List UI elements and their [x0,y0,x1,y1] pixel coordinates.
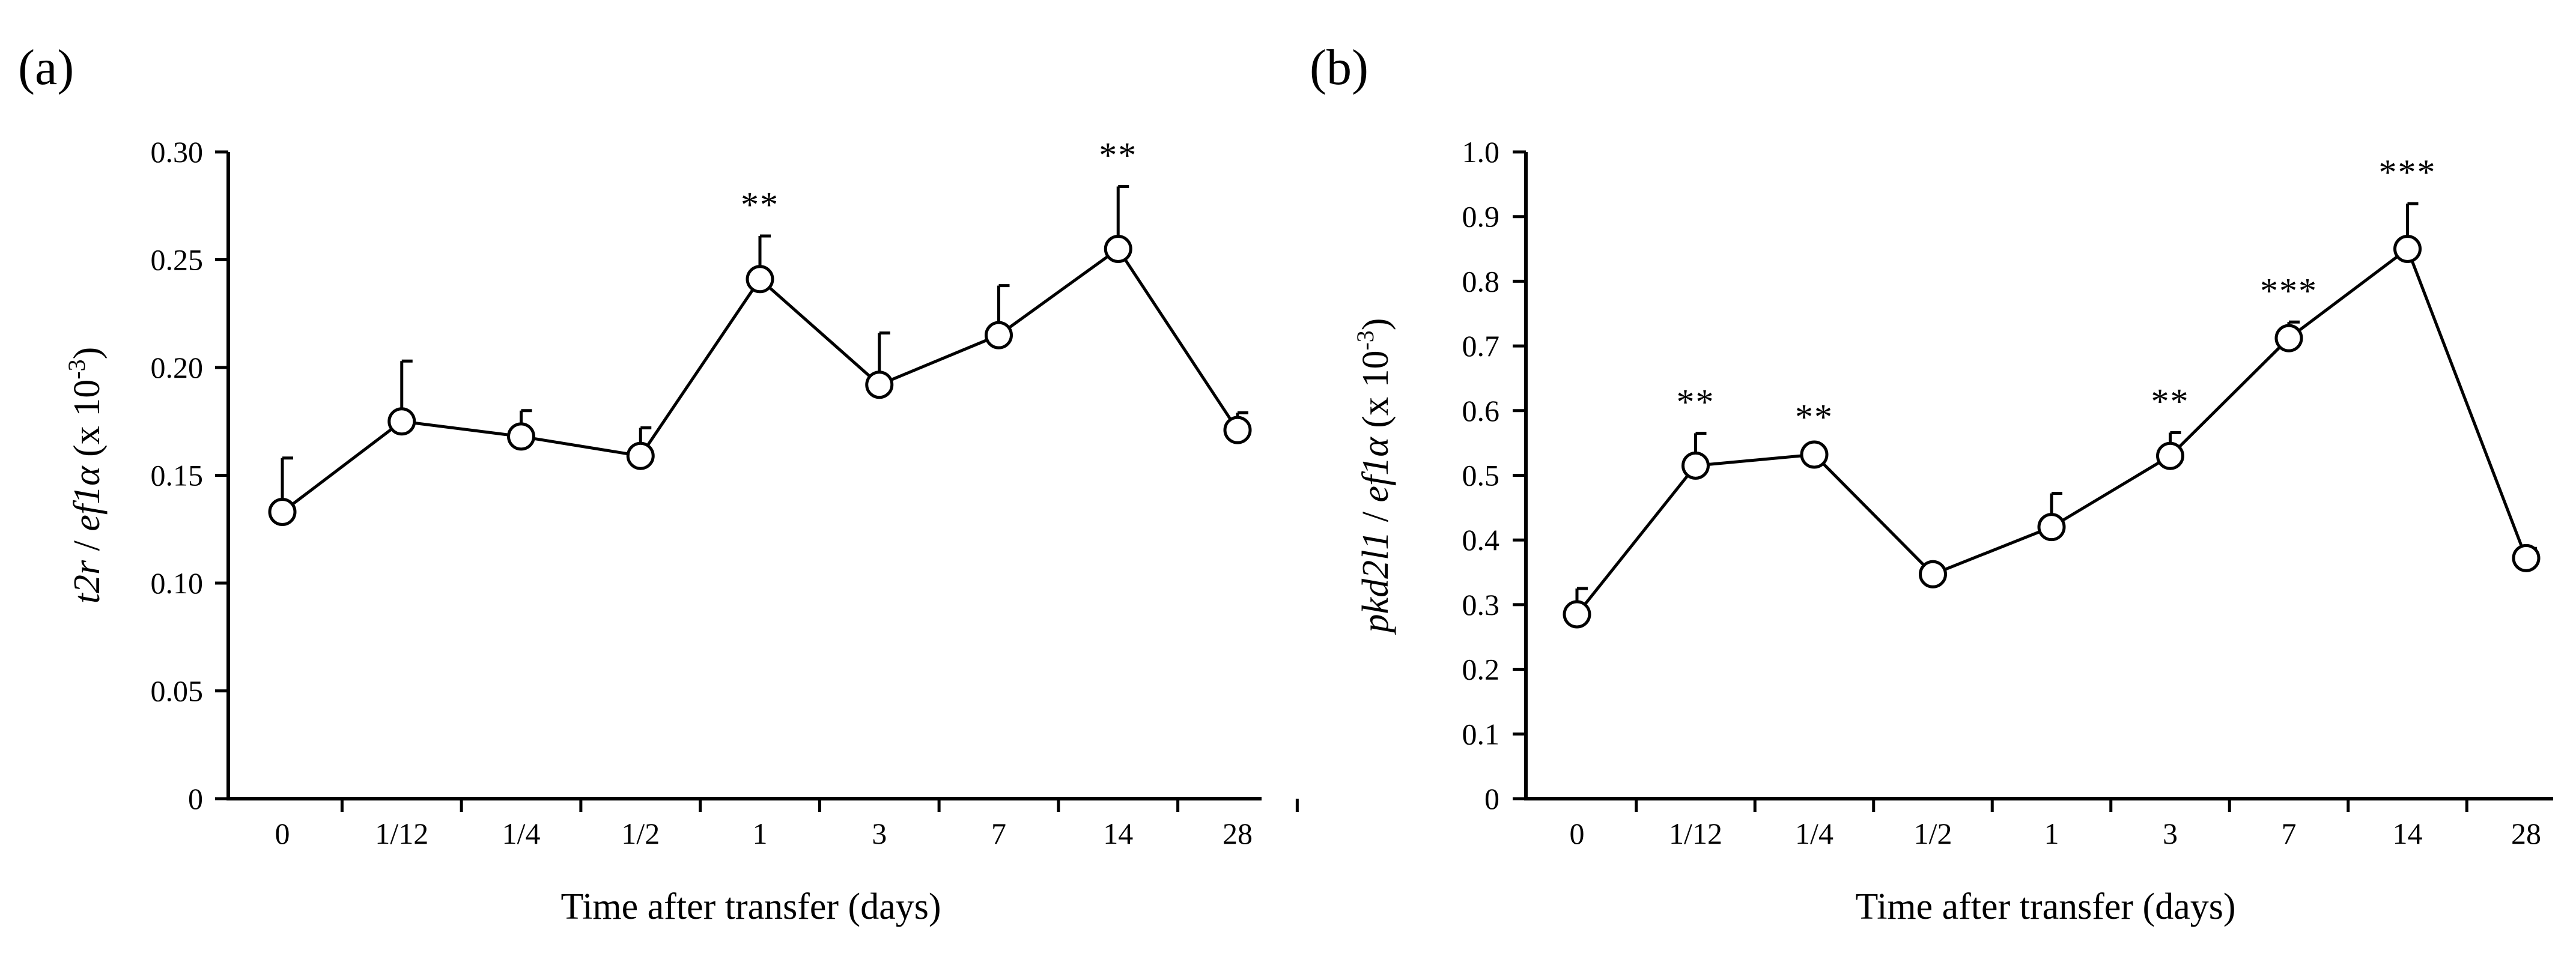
significance-mark: ** [741,185,779,225]
significance-mark: ** [1795,397,1833,437]
x-tick-label: 14 [1103,817,1133,850]
y-axis-unit: (x 10 [1355,351,1396,438]
y-tick-label: 0.8 [1462,264,1500,298]
x-tick-label: 0 [1570,817,1585,850]
data-point [985,321,1013,349]
y-axis-title: pkd2l1 / ef1α (x 10-3) [1352,318,1396,635]
data-point [2037,513,2066,542]
data-point [865,371,894,399]
y-axis-ref: ef1α [1355,437,1396,503]
x-tick-label: 7 [991,817,1006,850]
series-line-b [1576,246,2528,616]
y-tick-label: 0.30 [151,135,204,169]
data-point [1919,560,1947,588]
x-tick-label: 14 [2393,817,2423,850]
y-tick-label: 0.05 [151,674,204,708]
y-axis-title: t2r / ef1α (x 10-3) [63,347,108,604]
y-tick-label: 0.1 [1462,717,1500,751]
data-point [1223,416,1252,444]
data-point [1104,235,1132,264]
x-tick-label: 3 [872,817,887,850]
y-axis-unit-exp: -3 [1352,330,1379,350]
chart-panel-a: (a) 0 0.05 0.10 0.15 0.20 0.25 0.30 0 1/12 1/4 1/2 1… [18,40,1299,927]
data-point [2156,441,2184,470]
y-tick-label: 0.6 [1462,394,1500,428]
x-axis-title: Time after transfer (days) [1856,886,2236,927]
x-tick-label: 0 [275,817,290,850]
x-tick-label: 1/4 [502,817,541,850]
chart-panel-b: (b) 0 0.1 0.2 0.3 0.4 0.5 0.6 0.7 0.8 0.9 1.0 0 1/12 1… [1310,40,2553,927]
x-tick-label: 1/4 [1795,817,1833,850]
y-tick-label: 0 [188,782,203,815]
x-tick-label: 7 [2282,817,2297,850]
y-tick-label: 0.9 [1462,200,1500,234]
x-tick-label: 28 [1223,817,1253,850]
data-point [1681,451,1710,480]
y-tick-label: 0.3 [1462,588,1500,622]
significance-mark: ** [2151,381,2190,421]
x-tick-label: 1/2 [621,817,660,850]
y-tick-label: 0.20 [151,351,204,384]
y-tick-label: 0.2 [1462,653,1500,686]
x-tick-label: 1 [753,817,768,850]
y-tick-label: 0.15 [151,459,204,492]
data-point [2512,543,2541,572]
data-point [507,422,535,451]
x-tick-label: 28 [2511,817,2541,850]
y-axis-ref: ef1α [67,465,108,531]
y-axis-gene: t2r [67,560,108,604]
significance-mark: *** [2260,271,2318,310]
y-tick-label: 0.25 [151,243,204,277]
data-point [1563,600,1591,629]
significance-mark: ** [1099,135,1137,175]
data-point [2393,235,2422,264]
x-axis-title: Time after transfer (days) [561,886,941,927]
y-axis-sep: / [1355,502,1396,531]
significance-mark: *** [2379,153,2437,192]
panel-label-a: (a) [18,40,74,95]
significance-mark: ** [1677,382,1715,422]
x-tick-label: 1/12 [375,817,428,850]
x-tick-label: 1/12 [1669,817,1722,850]
y-axis-sep: / [67,531,108,560]
panel-label-b: (b) [1310,40,1368,95]
y-axis-gene: pkd2l1 [1355,531,1396,635]
x-tick-label: 3 [2163,817,2178,850]
y-tick-label: 0.5 [1462,459,1500,492]
y-tick-label: 1.0 [1462,135,1500,169]
data-point [626,441,655,470]
x-tick-label: 1 [2044,817,2059,850]
y-tick-label: 0.7 [1462,329,1500,363]
x-tick-label: 1/2 [1914,817,1952,850]
data-point [387,407,416,436]
y-axis-unit: (x 10 [67,380,108,467]
data-point [2274,324,2303,352]
y-tick-label: 0.10 [151,566,204,600]
y-tick-label: 0.4 [1462,523,1500,557]
data-point [746,265,774,294]
data-point [268,498,297,527]
y-axis-unit-end: ) [1355,318,1396,331]
y-tick-label: 0 [1484,782,1499,815]
y-axis-unit-exp: -3 [63,359,90,379]
y-axis-unit-end: ) [67,347,108,360]
data-point [1800,440,1829,469]
